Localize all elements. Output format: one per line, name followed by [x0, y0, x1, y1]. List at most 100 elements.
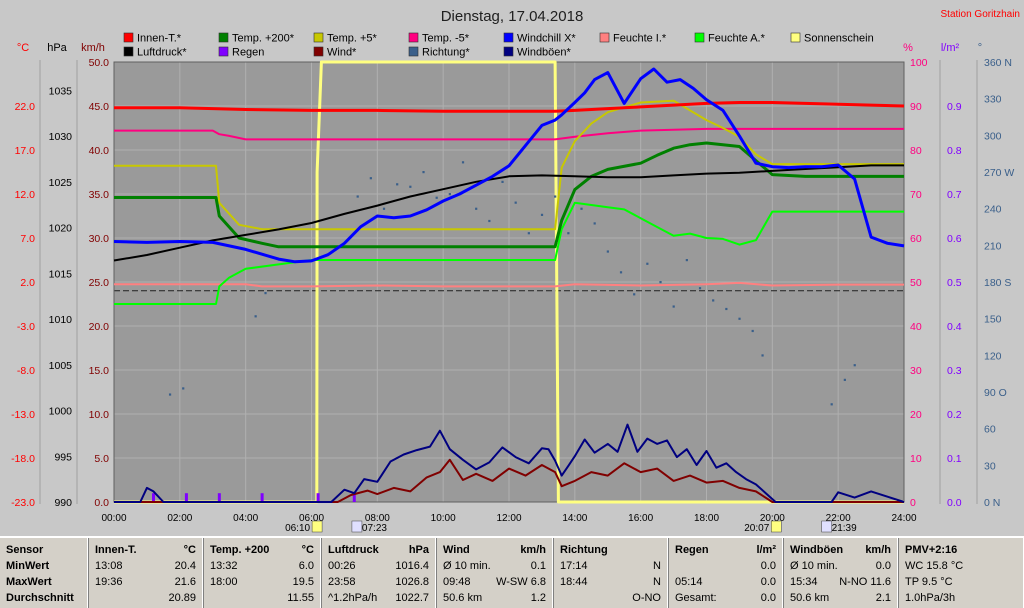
summary-cell: Durchschnitt: [6, 592, 74, 604]
summary-row: 19:36 21.6: [89, 575, 202, 590]
summary-cell: MaxWert: [6, 576, 52, 588]
summary-cell: 0.0: [760, 576, 776, 588]
sun-marker-icon: [311, 520, 323, 533]
summary-panel: Sensor MinWert MaxWert Durchschnitt: [0, 538, 88, 608]
legend-label: Regen: [232, 47, 264, 59]
y-tick-label-degree: 120: [984, 350, 1002, 362]
regen-bar: [352, 493, 356, 502]
legend-label: Feuchte I.*: [613, 33, 667, 45]
richtung-point: [580, 207, 583, 210]
summary-cell: 23:58: [328, 576, 356, 588]
x-tick-label: 16:00: [628, 513, 653, 524]
unit-celsius: °C: [17, 42, 29, 54]
richtung-point: [672, 305, 675, 308]
summary-cell: Wind: [443, 544, 470, 556]
y-tick-label-percent: 80: [910, 145, 922, 157]
legend-swatch: [123, 46, 134, 57]
y-tick-label-lm2: 0.4: [947, 321, 962, 333]
summary-cell: 20.89: [168, 592, 196, 604]
series-temp-200: [114, 141, 904, 249]
summary-row: 17:14 N: [554, 559, 667, 574]
summary-cell: °C: [183, 544, 196, 556]
legend-label: Windchill X*: [517, 33, 576, 45]
y-tick-label-percent: 70: [910, 189, 922, 201]
summary-cell: 6.0: [298, 560, 314, 572]
x-tick-label: 00:00: [101, 513, 126, 524]
summary-cell: 0.0: [760, 592, 776, 604]
summary-row: 50.6 km 2.1: [784, 591, 897, 606]
unit-degree: °: [978, 42, 982, 54]
richtung-point: [409, 185, 412, 188]
summary-panel: PMV+2:16 WC 15.8 °C TP 9.5 °C 1.0hPa/3h: [898, 538, 1024, 608]
summary-cell: Temp. +200: [210, 544, 270, 556]
summary-row: 50.6 km 1.2: [437, 591, 552, 606]
summary-row: 15:34 N-NO 11.6: [784, 575, 897, 590]
summary-header-row: Windböen km/h: [784, 543, 897, 558]
y-tick-label-hpa: 1020: [49, 223, 73, 235]
richtung-point: [751, 329, 754, 333]
richtung-point: [514, 201, 517, 204]
summary-header-row: Sensor: [0, 543, 87, 558]
richtung-point: [853, 364, 856, 367]
y-tick-label-kmh: 40.0: [89, 145, 110, 157]
series-feuchte-i: [114, 281, 904, 288]
richtung-point: [264, 292, 267, 295]
y-tick-label-hpa: 990: [54, 497, 72, 509]
y-tick-label-hpa: 995: [54, 451, 72, 463]
summary-row: 18:00 19.5: [204, 575, 320, 590]
summary-cell: WC 15.8 °C: [905, 560, 964, 572]
legend-swatch: [123, 32, 134, 43]
richtung-point: [761, 354, 764, 357]
y-tick-label-hpa: 1035: [49, 85, 73, 97]
series-feuchte-a: [114, 201, 904, 305]
summary-panel: Temp. +200 °C 13:32 6.0 18:00 19.5 11.55: [203, 538, 321, 608]
y-tick-label-degree: 270 W: [984, 167, 1014, 179]
legend-swatch: [408, 32, 419, 43]
unit-hpa: hPa: [47, 42, 67, 54]
unit-kmh: km/h: [81, 42, 105, 54]
time-markers: 06:10 07:23 20:07 21:39: [285, 520, 857, 534]
y-tick-label-degree: 60: [984, 424, 996, 436]
summary-cell: 13:32: [210, 560, 238, 572]
station-label: Station Goritzhain: [941, 9, 1021, 20]
y-tick-label-degree: 240: [984, 204, 1002, 216]
y-tick-label-lm2: 0.3: [947, 365, 962, 377]
summary-header-row: Innen-T. °C: [89, 543, 202, 558]
legend-label: Temp. +5*: [327, 33, 378, 45]
y-tick-label-percent: 50: [910, 277, 922, 289]
summary-row: 0.0: [669, 559, 782, 574]
series-temp-5: [114, 99, 904, 231]
y-tick-label-lm2: 0.7: [947, 189, 962, 201]
legend-swatch: [503, 32, 514, 43]
summary-cell: 1026.8: [395, 576, 429, 588]
summary-header-row: MaxWert: [0, 575, 87, 590]
x-tick-label: 12:00: [496, 513, 521, 524]
summary-cell: Windböen: [790, 544, 844, 556]
y-tick-label-degree: 180 S: [984, 277, 1011, 289]
richtung-point: [685, 259, 688, 262]
richtung-point: [725, 307, 728, 311]
series-wind: [114, 458, 904, 503]
unit-lm2: l/m²: [941, 42, 960, 54]
regen-bar: [184, 493, 188, 502]
regen-bar: [316, 493, 320, 502]
summary-cell: 0.0: [875, 560, 891, 572]
summary-cell: TP 9.5 °C: [905, 576, 953, 588]
summary-header-row: MinWert: [0, 559, 87, 574]
y-tick-label-degree: 210: [984, 240, 1002, 252]
summary-header-row: Luftdruck hPa: [322, 543, 435, 558]
legend-label: Windböen*: [517, 47, 572, 59]
summary-row: 13:32 6.0: [204, 559, 320, 574]
summary-header-row: Richtung: [554, 543, 667, 558]
time-marker-label: 06:10: [285, 523, 310, 534]
time-marker-label: 07:23: [362, 523, 387, 534]
summary-cell: ^1.2hPa/h: [328, 592, 378, 604]
legend-swatch: [313, 46, 324, 57]
summary-cell: 1022.7: [395, 592, 429, 604]
summary-cell: 00:26: [328, 560, 356, 572]
x-tick-label: 06:00: [299, 513, 324, 524]
summary-panel: Regen l/m² 0.0 05:14 0.0 Gesamt: 0.0: [668, 538, 783, 608]
y-tick-label-lm2: 0.5: [947, 277, 962, 289]
y-tick-label-percent: 100: [910, 57, 928, 69]
